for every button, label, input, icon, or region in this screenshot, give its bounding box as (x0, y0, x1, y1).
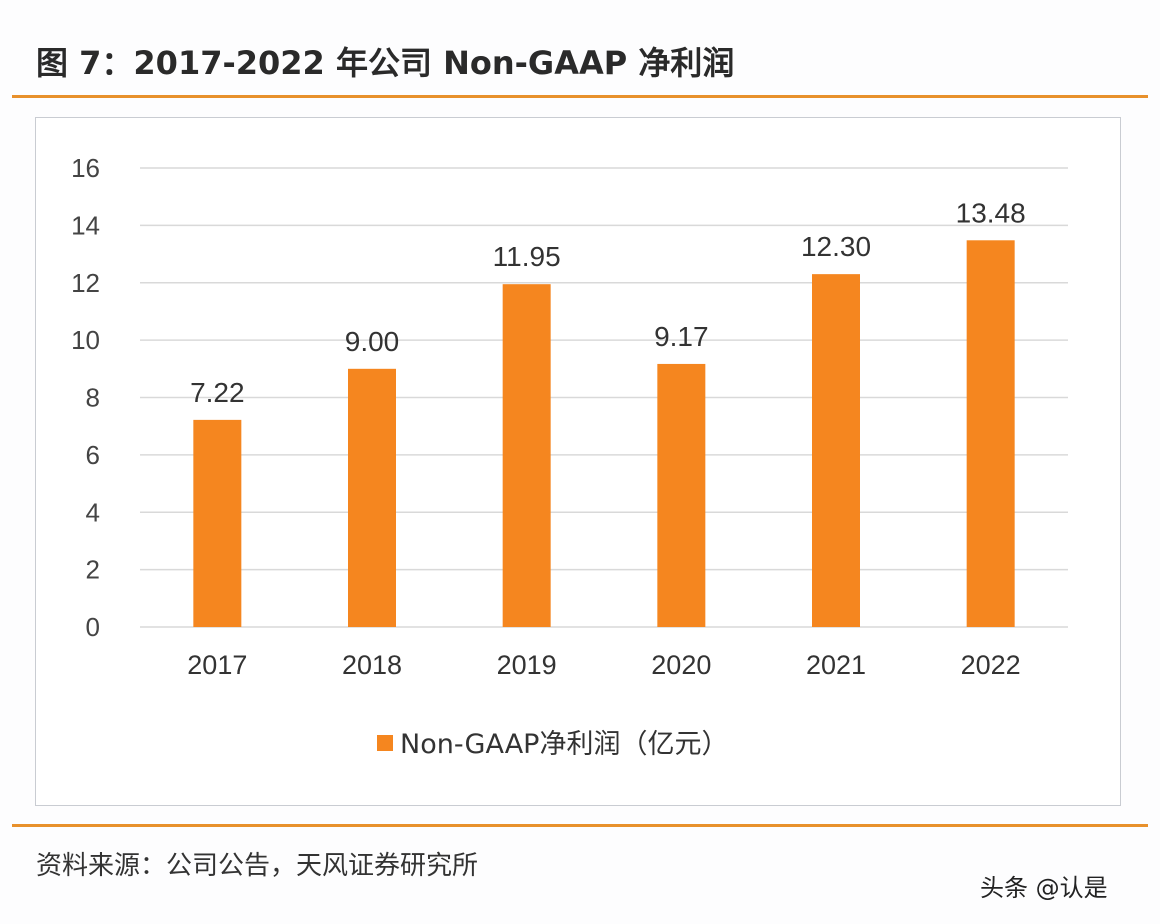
y-tick-label: 2 (86, 555, 100, 585)
x-tick-label: 2017 (187, 650, 247, 680)
x-tick-label: 2018 (342, 650, 402, 680)
source-divider (12, 824, 1148, 827)
y-tick-label: 8 (86, 383, 100, 413)
data-label: 12.30 (801, 231, 871, 262)
bar (812, 274, 860, 627)
bar (657, 363, 706, 627)
y-tick-label: 16 (71, 153, 100, 183)
y-tick-label: 10 (71, 325, 100, 355)
data-label: 13.48 (956, 197, 1026, 228)
x-tick-label: 2020 (651, 650, 711, 680)
title-divider (12, 95, 1148, 98)
x-tick-label: 2022 (961, 650, 1021, 680)
watermark: 头条 @认是 (980, 874, 1108, 902)
chart-title: 图 7：2017-2022 年公司 Non-GAAP 净利润 (36, 44, 735, 82)
y-tick-label: 14 (71, 210, 100, 240)
legend-label: Non-GAAP净利润（亿元） (400, 729, 728, 760)
data-label: 7.22 (190, 377, 245, 408)
legend-swatch (377, 735, 393, 751)
x-tick-label: 2021 (806, 650, 866, 680)
y-tick-label: 4 (86, 497, 100, 527)
bar (966, 240, 1015, 628)
bar (193, 419, 242, 627)
y-tick-label: 6 (86, 440, 100, 470)
x-tick-label: 2019 (497, 650, 557, 680)
data-label: 9.00 (345, 326, 400, 357)
y-tick-label: 12 (71, 268, 100, 298)
source-note: 资料来源：公司公告，天风证券研究所 (36, 851, 479, 881)
data-label: 11.95 (493, 241, 561, 272)
y-tick-label: 0 (86, 612, 100, 642)
bar (502, 284, 551, 627)
bar (348, 368, 396, 627)
data-label: 9.17 (654, 321, 709, 352)
